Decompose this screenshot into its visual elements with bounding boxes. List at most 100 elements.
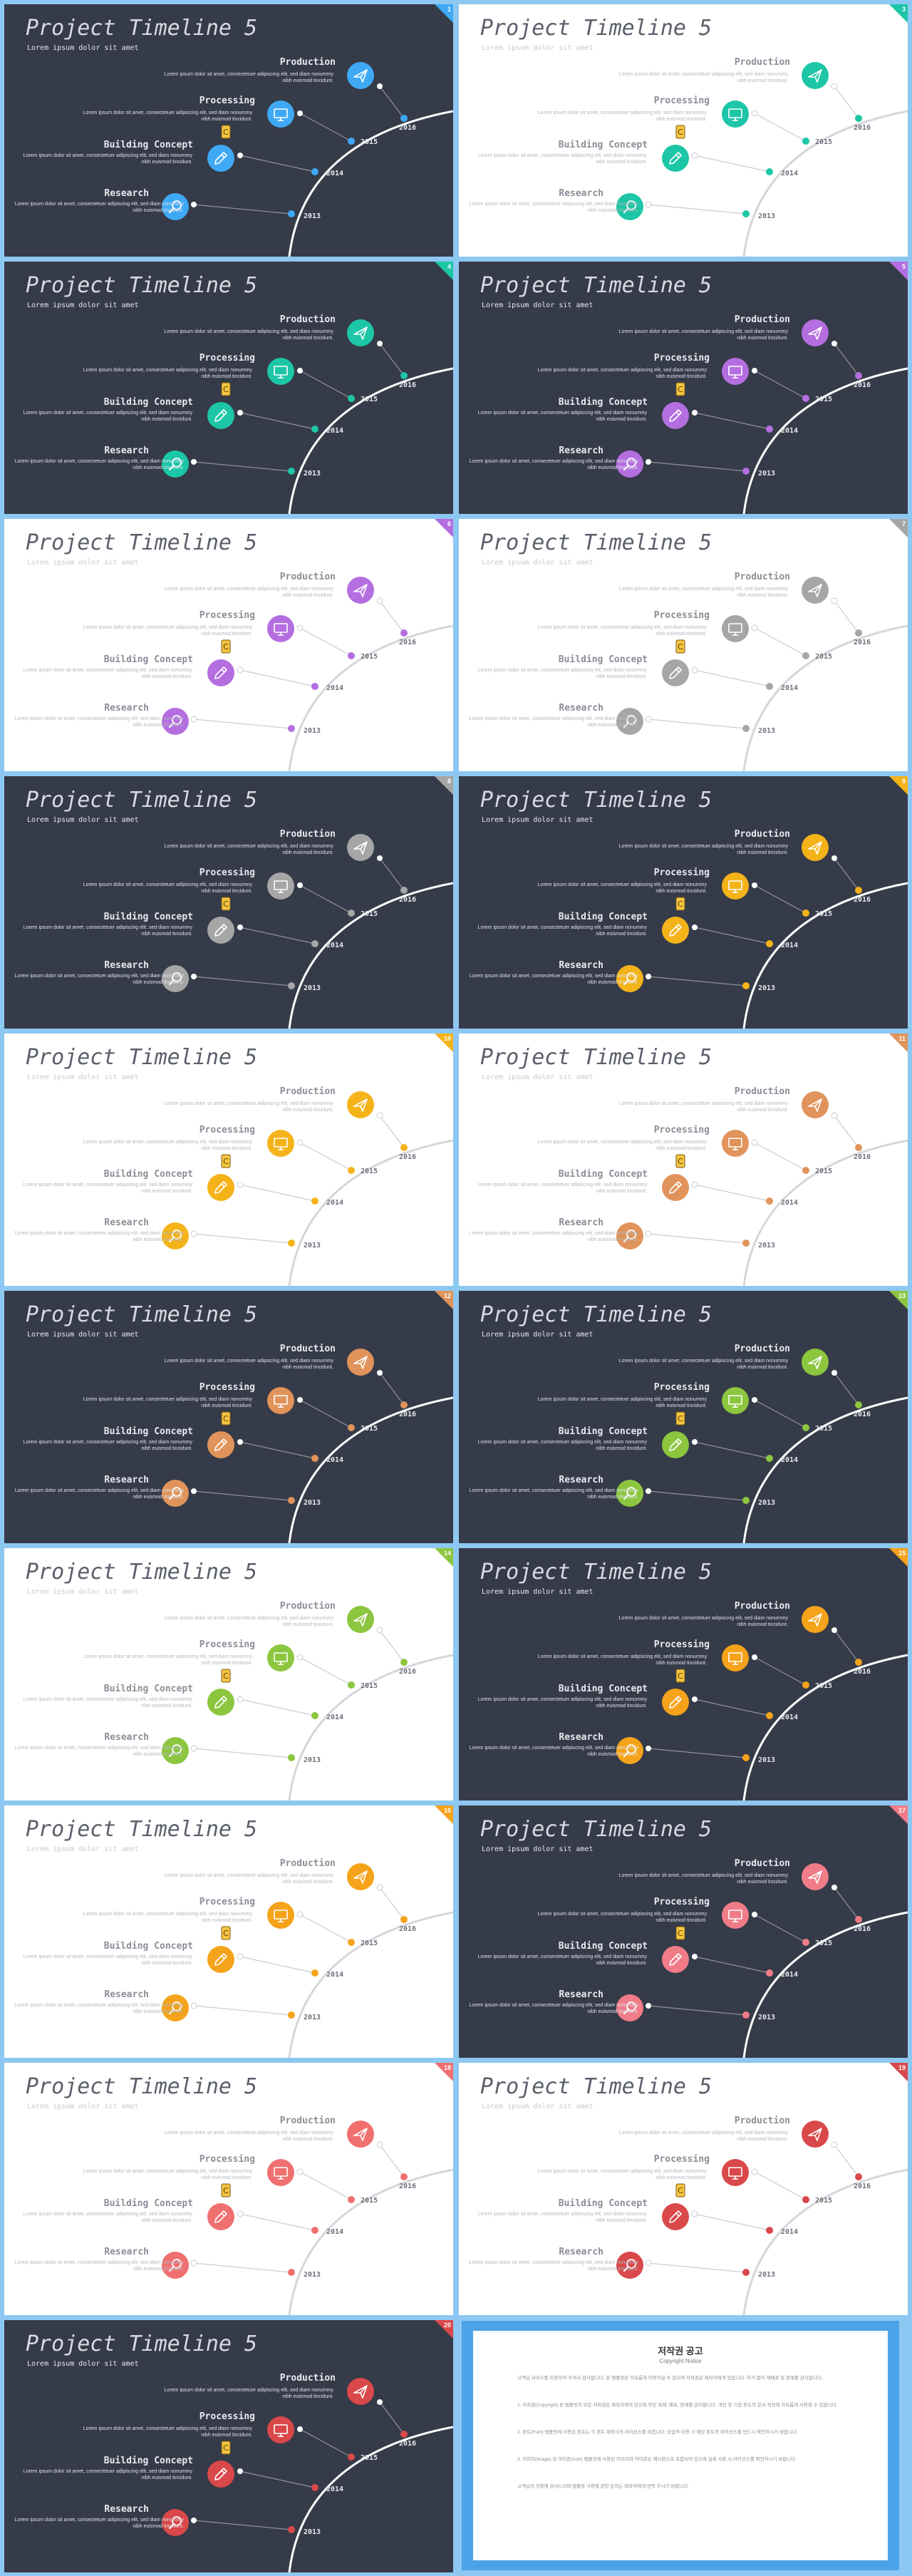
pointer-hand-icon: C [220,639,232,654]
step-title: Processing [199,1897,255,1907]
slide-thumbnail[interactable]: Project Timeline 5 Lorem ipsum dolor sit … [4,4,453,257]
slide-number: 12 [443,1292,451,1299]
slide-thumbnail[interactable]: Project Timeline 5 Lorem ipsum dolor sit … [4,262,453,514]
slide-thumbnail[interactable]: Project Timeline 5 Lorem ipsum dolor sit … [459,1548,908,1800]
slide-thumbnail[interactable]: Project Timeline 5 Lorem ipsum dolor sit … [4,519,453,771]
step-connector-line [834,1887,859,1920]
timeline-arc [288,624,453,771]
year-marker-dot [766,426,773,433]
slide-thumbnail[interactable]: Project Timeline 5 Lorem ipsum dolor sit … [4,1291,453,1543]
step-description: Lorem ipsum dolor sit amet, consectetuer… [23,1183,192,1194]
step-connector-line [754,627,807,656]
year-label: 2016 [399,2440,417,2448]
step-anchor-dot [645,201,652,208]
step-description: Lorem ipsum dolor sit amet, consectetuer… [14,2003,184,2014]
step-connector-line [754,2171,807,2200]
step-description: Lorem ipsum dolor sit amet, consectetuer… [164,1616,333,1627]
slide-title: Project Timeline 5 [26,16,258,41]
year-label: 2013 [304,470,321,478]
year-label: 2014 [326,170,344,177]
slide-number: 5 [901,263,906,270]
svg-text:C: C [678,128,683,137]
slide-number-badge [435,2063,453,2081]
slide-title: Project Timeline 5 [480,530,712,555]
step-title: Research [559,445,603,456]
step-connector-line [834,2144,859,2178]
slide-thumbnail[interactable]: Project Timeline 5 Lorem ipsum dolor sit … [459,519,908,771]
step-connector-line [694,412,770,430]
year-marker-dot [311,940,318,947]
year-marker-dot [742,210,750,217]
slide-thumbnail[interactable]: Project Timeline 5 Lorem ipsum dolor sit … [459,4,908,257]
step-description: Lorem ipsum dolor sit amet, consectetuer… [537,368,707,379]
year-marker-dot [802,910,809,917]
monitor-icon [267,1644,294,1671]
pointer-hand-icon: C [220,1925,232,1941]
svg-text:C: C [223,1414,229,1423]
pointer-hand-icon: C [220,1153,232,1169]
slide-thumbnail[interactable]: Project Timeline 5 Lorem ipsum dolor sit … [4,2320,453,2572]
slide-thumbnail[interactable]: Project Timeline 5 Lorem ipsum dolor sit … [4,776,453,1029]
step-title: Research [104,703,149,713]
step-description: Lorem ipsum dolor sit amet, consectetuer… [469,1488,638,1500]
paper-plane-icon [347,319,374,346]
year-label: 2014 [781,1714,799,1721]
monitor-icon [267,2159,294,2186]
year-label: 2015 [361,1682,378,1690]
slide-title: Project Timeline 5 [480,273,712,298]
year-marker-dot [400,1659,408,1666]
step-anchor-dot [691,666,698,674]
step-connector-line [299,1657,352,1686]
step-connector-line [834,600,859,634]
pencil-icon [207,1431,234,1458]
year-marker-dot [400,1401,408,1408]
year-marker-dot [802,1167,809,1174]
step-anchor-dot [645,1230,652,1237]
step-description: Lorem ipsum dolor sit amet, consectetuer… [477,1183,647,1194]
slide-thumbnail[interactable]: Project Timeline 5 Lorem ipsum dolor sit … [4,1805,453,2058]
year-marker-dot [288,982,295,989]
timeline-arc [288,2168,453,2315]
year-marker-dot [855,887,862,894]
slide-thumbnail[interactable]: Project Timeline 5 Lorem ipsum dolor sit … [459,2063,908,2315]
step-description: Lorem ipsum dolor sit amet, consectetuer… [477,668,647,679]
year-label: 2016 [854,1668,871,1676]
pencil-icon [662,1946,689,1973]
slide-thumbnail[interactable]: Project Timeline 5 Lorem ipsum dolor sit … [459,776,908,1029]
year-marker-dot [348,395,355,402]
step-anchor-dot [692,924,698,930]
year-label: 2016 [399,1668,417,1676]
step-description: Lorem ipsum dolor sit amet, consectetuer… [537,1140,707,1151]
slide-title: Project Timeline 5 [480,1302,712,1327]
step-anchor-dot [376,1112,383,1119]
year-marker-dot [400,2431,408,2438]
slide-thumbnail[interactable]: Project Timeline 5 Lorem ipsum dolor sit … [459,1291,908,1543]
year-label: 2013 [304,212,321,220]
year-label: 2013 [758,2271,776,2279]
year-label: 2014 [326,2228,344,2236]
step-title: Research [559,960,603,971]
year-marker-dot [288,1240,295,1247]
step-title: Processing [653,2154,710,2165]
slide-thumbnail[interactable]: Project Timeline 5 Lorem ipsum dolor sit … [4,1548,453,1800]
slide-thumbnail[interactable]: Project Timeline 5 Lorem ipsum dolor sit … [4,1034,453,1286]
slide-thumbnail[interactable]: Project Timeline 5 Lorem ipsum dolor sit … [459,1034,908,1286]
slide-thumbnail[interactable]: Project Timeline 5 Lorem ipsum dolor sit … [4,2063,453,2315]
year-marker-dot [766,1969,773,1977]
slide-number-badge [889,2063,908,2081]
slide-thumbnail[interactable]: Project Timeline 5 Lorem ipsum dolor sit … [459,262,908,514]
paper-plane-icon [802,1606,829,1633]
step-anchor-dot [237,2210,244,2217]
step-anchor-dot [691,1181,698,1188]
step-description: Lorem ipsum dolor sit amet, consectetuer… [23,2469,192,2480]
timeline-arc [288,1396,453,1543]
step-description: Lorem ipsum dolor sit amet, consectetuer… [164,329,333,341]
copyright-notice-slide[interactable]: 저작권 공고 Copyright Notice 고객님 서비스를 이용하여 주셔… [462,2321,899,2570]
step-anchor-dot [237,153,243,158]
slide-number: 15 [898,1550,906,1557]
step-anchor-dot [237,1181,244,1188]
slide-subtitle: Lorem ipsum dolor sit amet [27,1845,139,1853]
slide-thumbnail[interactable]: Project Timeline 5 Lorem ipsum dolor sit … [459,1805,908,2058]
step-connector-line [754,370,807,399]
year-marker-dot [766,1712,773,1719]
